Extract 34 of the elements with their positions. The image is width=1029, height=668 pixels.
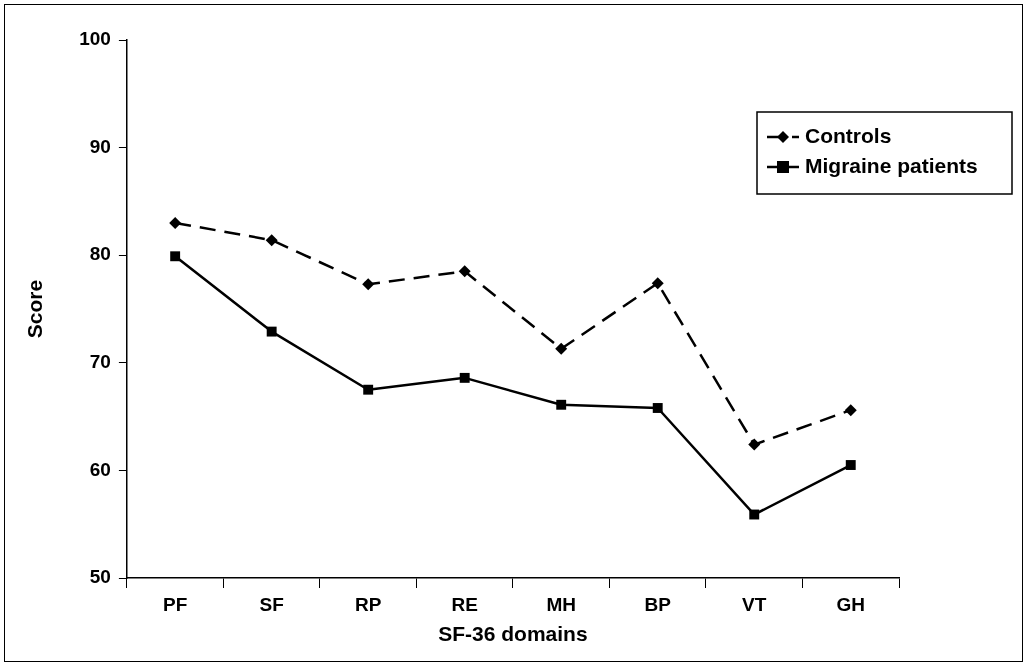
- point: [363, 384, 374, 395]
- y-tick-label: 90: [89, 135, 111, 157]
- point: [170, 251, 181, 262]
- x-axis-title: SF-36 domains: [438, 622, 588, 646]
- y-tick-label: 80: [89, 243, 111, 265]
- point: [265, 234, 278, 247]
- x-tick-label: MH: [546, 593, 576, 615]
- point: [458, 265, 471, 278]
- x-tick-label: GH: [836, 593, 865, 615]
- y-tick-label: 50: [89, 566, 111, 588]
- point: [169, 216, 182, 229]
- y-tick-label: 60: [89, 458, 111, 480]
- point: [651, 277, 664, 290]
- x-tick-label: RE: [451, 593, 478, 615]
- x-tick-label: VT: [742, 593, 767, 615]
- point: [556, 399, 567, 410]
- point: [749, 509, 760, 520]
- point: [844, 404, 857, 417]
- x-tick-label: SF: [259, 593, 284, 615]
- point: [266, 326, 277, 337]
- x-tick-label: BP: [644, 593, 672, 615]
- y-axis-title: Score: [23, 279, 47, 339]
- point: [459, 372, 470, 383]
- y-tick-label: 70: [89, 351, 111, 373]
- point: [555, 342, 568, 355]
- point: [845, 460, 856, 470]
- x-tick-label: RP: [354, 593, 382, 615]
- legend-label: Controls: [805, 123, 892, 147]
- legend-label: Migraine patients: [805, 153, 978, 177]
- point: [748, 438, 761, 451]
- x-tick-label: PF: [163, 593, 188, 615]
- y-tick-label: 100: [79, 28, 111, 50]
- point: [362, 278, 375, 291]
- point: [652, 403, 663, 413]
